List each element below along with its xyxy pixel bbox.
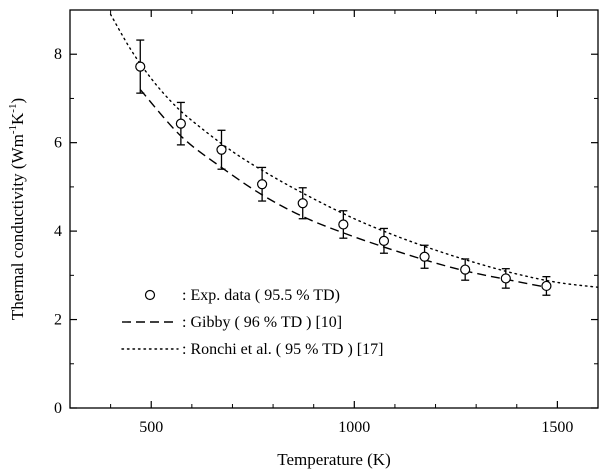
legend-marker-exp [144, 289, 156, 301]
x-tick-label: 500 [139, 419, 163, 436]
y-tick-label: 8 [54, 46, 62, 63]
x-axis-label: Temperature (K) [277, 450, 391, 469]
y-axis-label-sup1: -1 [7, 125, 19, 134]
exp-data-point [257, 179, 268, 190]
y-tick-label: 0 [54, 400, 62, 417]
gibby-dashed-line [139, 89, 547, 288]
y-axis-label-sup2: -1 [7, 104, 19, 113]
exp-data-point [541, 280, 552, 292]
legend-label: : Gibby ( 96 % TD ) [10] [182, 314, 342, 331]
series-layer [109, 13, 598, 288]
exp-data-point [338, 219, 349, 230]
y-tick-label: 4 [54, 223, 62, 240]
exp-data-point [216, 144, 227, 155]
plot-frame [69, 9, 599, 409]
y-tick-label: 6 [54, 135, 62, 152]
y-tick-label: 2 [54, 312, 62, 329]
exp-data-points [135, 39, 552, 296]
y-axis-label-close: ) [8, 98, 27, 104]
exp-data-point [297, 198, 308, 209]
y-axis-label-mid: K [8, 112, 27, 125]
legend: : Exp. data ( 95.5 % TD) : Gibby ( 96 % T… [121, 287, 383, 358]
legend-label: : Exp. data ( 95.5 % TD) [182, 287, 340, 304]
exp-data-point [135, 61, 146, 72]
ronchi-dotted-line [109, 13, 598, 288]
y-axis-label-main: Thermal conductivity (Wm [8, 134, 27, 320]
axes-layer: 500 1000 1500 0 2 4 6 8 [54, 9, 599, 436]
exp-data-point [419, 251, 430, 262]
exp-data-point [460, 264, 471, 275]
exp-data-point [378, 235, 390, 246]
exp-data-point [175, 118, 186, 129]
x-tick-label: 1000 [338, 419, 370, 436]
x-tick-label: 1500 [541, 419, 573, 436]
y-axis-label: Thermal conductivity (Wm-1K-1) [7, 98, 27, 320]
exp-data-point [500, 273, 511, 284]
legend-label: : Ronchi et al. ( 95 % TD ) [17] [182, 341, 383, 358]
